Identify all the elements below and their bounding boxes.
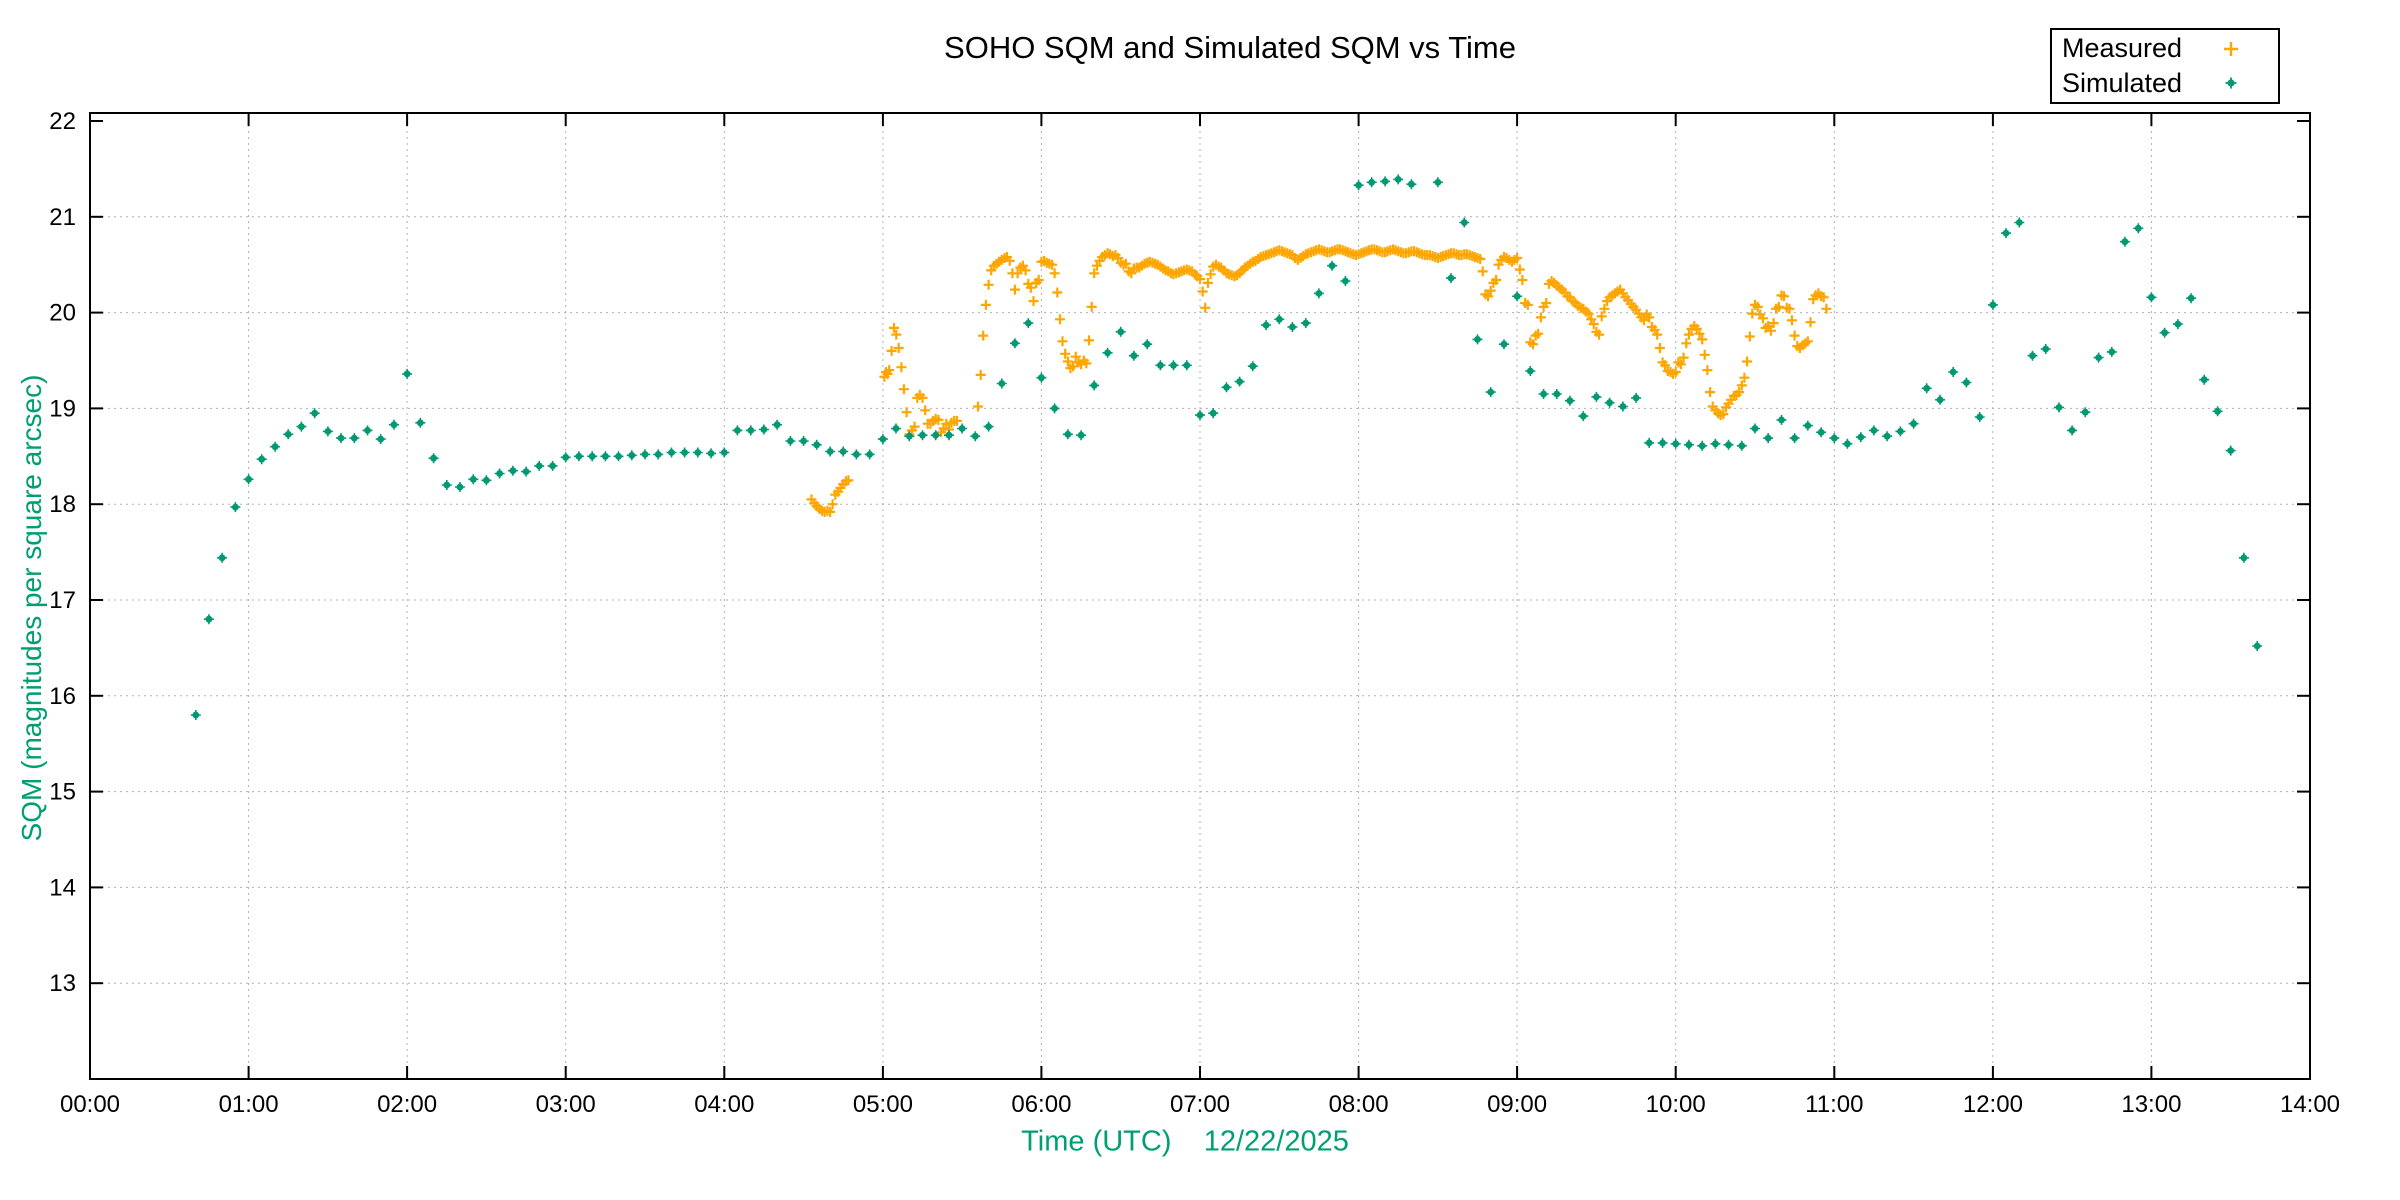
y-tick-label: 16 — [49, 683, 76, 710]
series-measured — [806, 244, 1832, 517]
x-tick-label: 12:00 — [1963, 1091, 2023, 1118]
legend-label-measured: Measured — [2062, 33, 2183, 64]
x-tick-label: 10:00 — [1646, 1091, 1706, 1118]
x-tick-label: 04:00 — [694, 1091, 754, 1118]
x-tick-label: 09:00 — [1487, 1091, 1547, 1118]
legend-label-simulated: Simulated — [2062, 67, 2183, 98]
legend-row-simulated: Simulated — [2052, 67, 2278, 99]
y-tick-label: 14 — [49, 874, 76, 901]
y-tick-label: 15 — [49, 779, 76, 806]
y-tick-label: 13 — [49, 970, 76, 997]
measured-plus-marker-icon — [2218, 36, 2244, 62]
legend-box: Measured Simulated — [2050, 28, 2280, 104]
x-tick-label: 11:00 — [1805, 1091, 1863, 1118]
x-tick-label: 05:00 — [853, 1091, 913, 1118]
y-tick-label: 20 — [49, 300, 76, 327]
x-tick-label: 01:00 — [219, 1091, 279, 1118]
x-tick-label: 08:00 — [1329, 1091, 1389, 1118]
x-tick-label: 13:00 — [2121, 1091, 2181, 1118]
chart-title: SOHO SQM and Simulated SQM vs Time — [944, 30, 1516, 65]
y-tick-label: 19 — [49, 395, 76, 422]
y-tick-label: 17 — [49, 587, 76, 614]
x-tick-label: 00:00 — [60, 1091, 120, 1118]
simulated-dot-marker-icon — [2218, 70, 2244, 96]
legend-row-measured: Measured — [2052, 33, 2278, 65]
x-tick-label: 14:00 — [2280, 1091, 2340, 1118]
x-tick-label: 02:00 — [377, 1091, 437, 1118]
y-tick-label: 22 — [49, 108, 76, 135]
x-tick-label: 07:00 — [1170, 1091, 1230, 1118]
x-tick-label: 06:00 — [1011, 1091, 1071, 1118]
series-simulated — [190, 174, 2263, 720]
x-axis-title: Time (UTC) 12/22/2025 — [1021, 1125, 1349, 1158]
y-tick-label: 21 — [49, 204, 76, 231]
x-tick-label: 03:00 — [536, 1091, 596, 1118]
y-tick-label: 18 — [49, 491, 76, 518]
y-axis-title: SQM (magnitudes per square arcsec) — [16, 374, 47, 842]
